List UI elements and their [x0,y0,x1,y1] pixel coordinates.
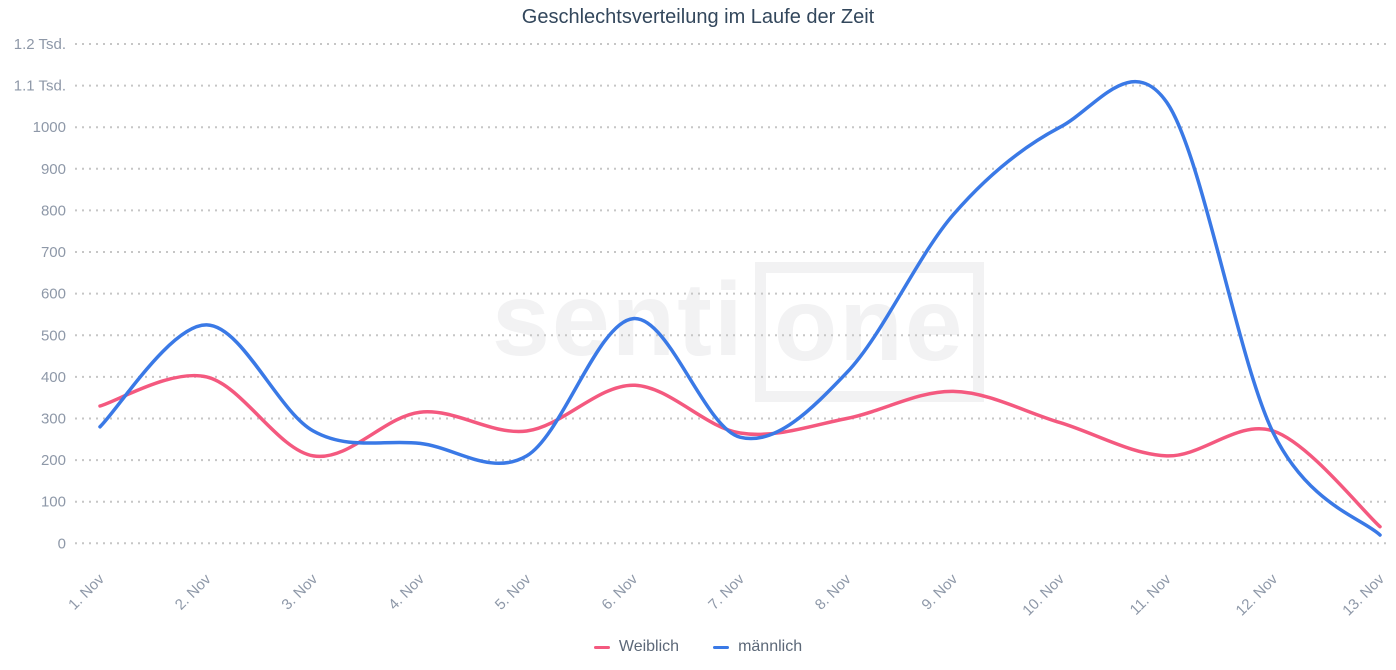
legend-label-maennlich: männlich [738,638,803,655]
y-axis-label: 700 [41,244,66,261]
x-axis-label: 5. Nov [492,570,535,613]
x-axis-label: 1. Nov [65,570,108,613]
x-axis-label: 6. Nov [598,570,641,613]
x-axis-label: 8. Nov [812,570,855,613]
y-axis-label: 1.1 Tsd. [14,78,66,95]
legend-label-weiblich: Weiblich [618,638,680,655]
y-axis-label: 300 [41,411,66,428]
y-axis-label: 800 [41,202,66,219]
x-axis-label: 7. Nov [705,570,748,613]
y-axis-label: 500 [41,327,66,344]
chart-canvas: 0 100 200 300 400 500 600 700 800 900 1000 1.1 Tsd.… [14,36,1388,618]
weiblich-line-swatch [593,645,610,649]
legend-item-maennlich[interactable]: männlich [713,638,802,656]
y-axis-label: 400 [41,369,66,386]
chart-title: Geschlechtsverteilung im Laufe der Zeit [521,6,875,28]
x-axis-label: 4. Nov [385,570,428,613]
y-axis-label: 200 [41,452,66,469]
y-axis-label: 1000 [33,119,66,136]
y-axis-label: 900 [41,161,66,178]
y-axis-label: 600 [41,286,66,303]
maennlich-line[interactable] [98,79,1382,537]
watermark-text-senti: senti [492,262,745,378]
x-axis-label: 11. Nov [1127,570,1175,618]
x-axis-label: 9. Nov [918,570,961,613]
weiblich-line[interactable] [98,373,1382,529]
maennlich-line-swatch [713,645,730,649]
y-axis-label: 0 [58,535,66,552]
x-axis-label: 10. Nov [1019,570,1068,618]
x-axis-label: 13. Nov [1339,570,1388,618]
x-axis-label: 3. Nov [278,570,321,613]
sentione-watermark: senti one [492,262,984,402]
y-axis-label: 1.2 Tsd. [14,36,66,53]
y-axis-label: 100 [41,494,66,511]
x-axis-label: 2. Nov [172,570,215,613]
legend: Weiblich männlich [0,638,1396,656]
watermark-text-one-boxed: one [754,262,984,402]
legend-item-weiblich[interactable]: Weiblich [593,638,680,656]
x-axis-label: 12. Nov [1233,570,1282,618]
